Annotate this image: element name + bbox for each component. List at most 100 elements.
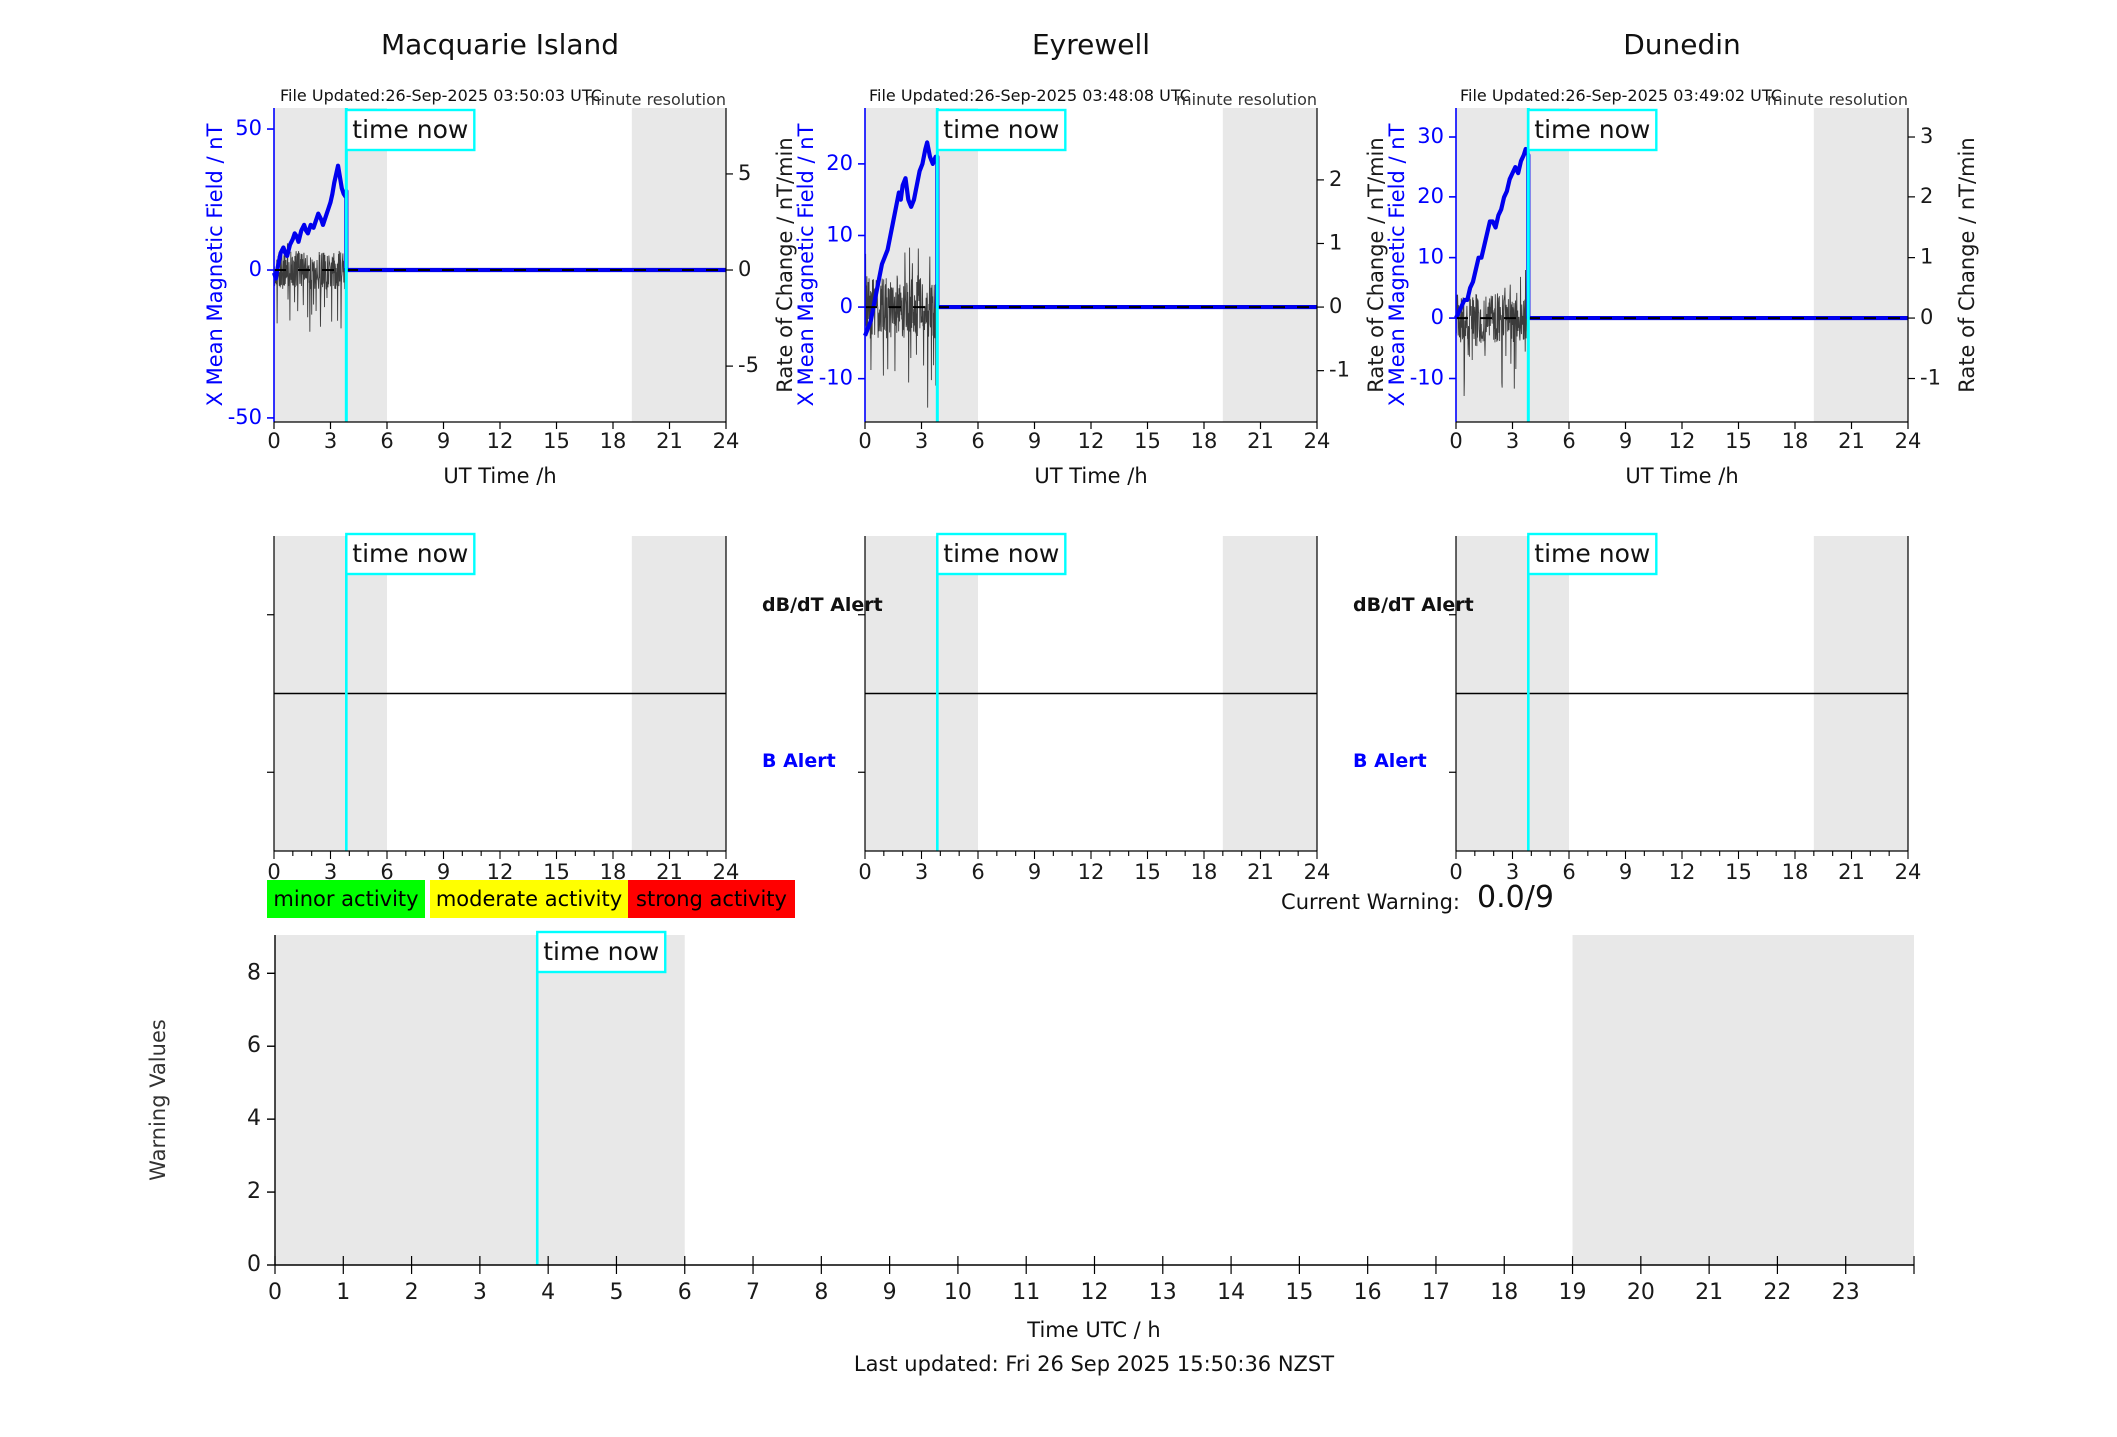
tick-label: 12	[1669, 429, 1696, 453]
tick-label: 0	[267, 860, 280, 884]
time-now-label-text: time now	[352, 539, 468, 568]
tick-label: 9	[1028, 429, 1041, 453]
station-title: Dunedin	[1623, 28, 1741, 61]
tick-label: 2	[1920, 184, 1933, 208]
tick-label: 3	[324, 429, 337, 453]
time-now-label-box	[1527, 532, 1658, 576]
tick-label: 18	[600, 429, 627, 453]
current-warning-label: Current Warning:	[1281, 890, 1460, 914]
tick-label: -1	[1920, 366, 1941, 390]
night-shading-band	[275, 935, 685, 1265]
tick-label: 5	[738, 161, 751, 185]
night-shading-band	[1572, 935, 1914, 1265]
y-axis-label-left: X Mean Magnetic Field / nT	[203, 123, 227, 407]
last-updated-text: Last updated: Fri 26 Sep 2025 15:50:36 N…	[853, 1352, 1335, 1376]
tick-label: 21	[1247, 860, 1274, 884]
rate-of-change-trace	[273, 243, 347, 332]
b-alert-label: B Alert	[1353, 750, 1427, 772]
tick-label: 0	[858, 860, 871, 884]
tick-label: 1	[336, 1280, 350, 1305]
tick-label: 6	[971, 429, 984, 453]
tick-label: 9	[1619, 429, 1632, 453]
legend-moderate-activity: moderate activity	[430, 880, 628, 918]
tick-label: -10	[1410, 366, 1444, 390]
legend-strong-activity: strong activity	[628, 880, 795, 918]
tick-label: 4	[541, 1280, 555, 1305]
tick-label: 7	[746, 1280, 760, 1305]
tick-label: 0	[1449, 860, 1462, 884]
tick-label: 3	[915, 429, 928, 453]
tick-label: 24	[1304, 429, 1331, 453]
legend-minor-activity: minor activity	[267, 880, 425, 918]
tick-label: 10	[1417, 245, 1444, 269]
time-now-label-text: time now	[1534, 539, 1650, 568]
tick-label: 3	[1506, 860, 1519, 884]
dbdt-alert-label: dB/dT Alert	[1353, 594, 1474, 616]
tick-label: 15	[1134, 429, 1161, 453]
tick-label: 0	[738, 257, 751, 281]
tick-label: 12	[1081, 1280, 1109, 1305]
tick-label: 0	[840, 294, 853, 318]
tick-label: 20	[1417, 184, 1444, 208]
tick-label: 24	[1895, 860, 1922, 884]
tick-label: 21	[1695, 1280, 1723, 1305]
station-title: Eyrewell	[1031, 28, 1151, 61]
tick-label: -1	[1329, 358, 1350, 382]
tick-label: 18	[1782, 429, 1809, 453]
y-axis-label-right: Rate of Change / nT/min	[1955, 137, 1979, 393]
tick-label: 6	[380, 429, 393, 453]
tick-label: 18	[1191, 860, 1218, 884]
tick-label: 23	[1832, 1280, 1860, 1305]
tick-label: 18	[1191, 429, 1218, 453]
tick-label: 6	[678, 1280, 692, 1305]
tick-label: 2	[1329, 167, 1342, 191]
tick-label: 15	[1134, 860, 1161, 884]
mean-magnetic-field-curve	[863, 140, 1317, 337]
station-title: Macquarie Island	[380, 28, 620, 61]
tick-label: 11	[1012, 1280, 1040, 1305]
time-now-label-box	[936, 108, 1067, 152]
tick-label: 19	[1559, 1280, 1587, 1305]
tick-label: 3	[915, 860, 928, 884]
tick-label: 21	[1838, 429, 1865, 453]
tick-label: 9	[1028, 860, 1041, 884]
tick-label: 3	[1506, 429, 1519, 453]
night-shading-band	[1222, 108, 1317, 422]
tick-label: 21	[1247, 429, 1274, 453]
tick-label: 20	[826, 151, 853, 175]
tick-label: 0	[267, 429, 280, 453]
tick-label: 0	[268, 1280, 282, 1305]
tick-label: 21	[1838, 860, 1865, 884]
rate-of-change-trace	[1455, 270, 1529, 396]
tick-label: 24	[713, 429, 740, 453]
dbdt-alert-label: dB/dT Alert	[762, 594, 883, 616]
tick-label: 6	[1562, 860, 1575, 884]
tick-label: 9	[883, 1280, 897, 1305]
tick-label: 0	[249, 257, 262, 281]
tick-label: 8	[247, 960, 261, 985]
tick-label: 1	[1920, 245, 1933, 269]
tick-label: 3	[1920, 124, 1933, 148]
time-now-label-box	[536, 930, 667, 974]
tick-label: 8	[814, 1280, 828, 1305]
night-shading-band	[631, 108, 726, 422]
time-now-label-text: time now	[1534, 115, 1650, 144]
time-now-label-text: time now	[943, 539, 1059, 568]
tick-label: 6	[1562, 429, 1575, 453]
tick-label: 24	[1895, 429, 1922, 453]
tick-label: 0	[858, 429, 871, 453]
night-shading-band	[1813, 108, 1908, 422]
time-now-label-box	[936, 532, 1067, 576]
tick-label: 6	[971, 860, 984, 884]
mean-magnetic-field-curve	[1454, 146, 1908, 321]
tick-label: 2	[247, 1179, 261, 1204]
tick-label: 5	[609, 1280, 623, 1305]
tick-label: 3	[324, 860, 337, 884]
tick-label: 14	[1217, 1280, 1245, 1305]
tick-label: 20	[1627, 1280, 1655, 1305]
tick-label: 0	[1920, 305, 1933, 329]
tick-label: 12	[1078, 429, 1105, 453]
tick-label: 2	[405, 1280, 419, 1305]
night-shading-band	[1456, 108, 1569, 422]
